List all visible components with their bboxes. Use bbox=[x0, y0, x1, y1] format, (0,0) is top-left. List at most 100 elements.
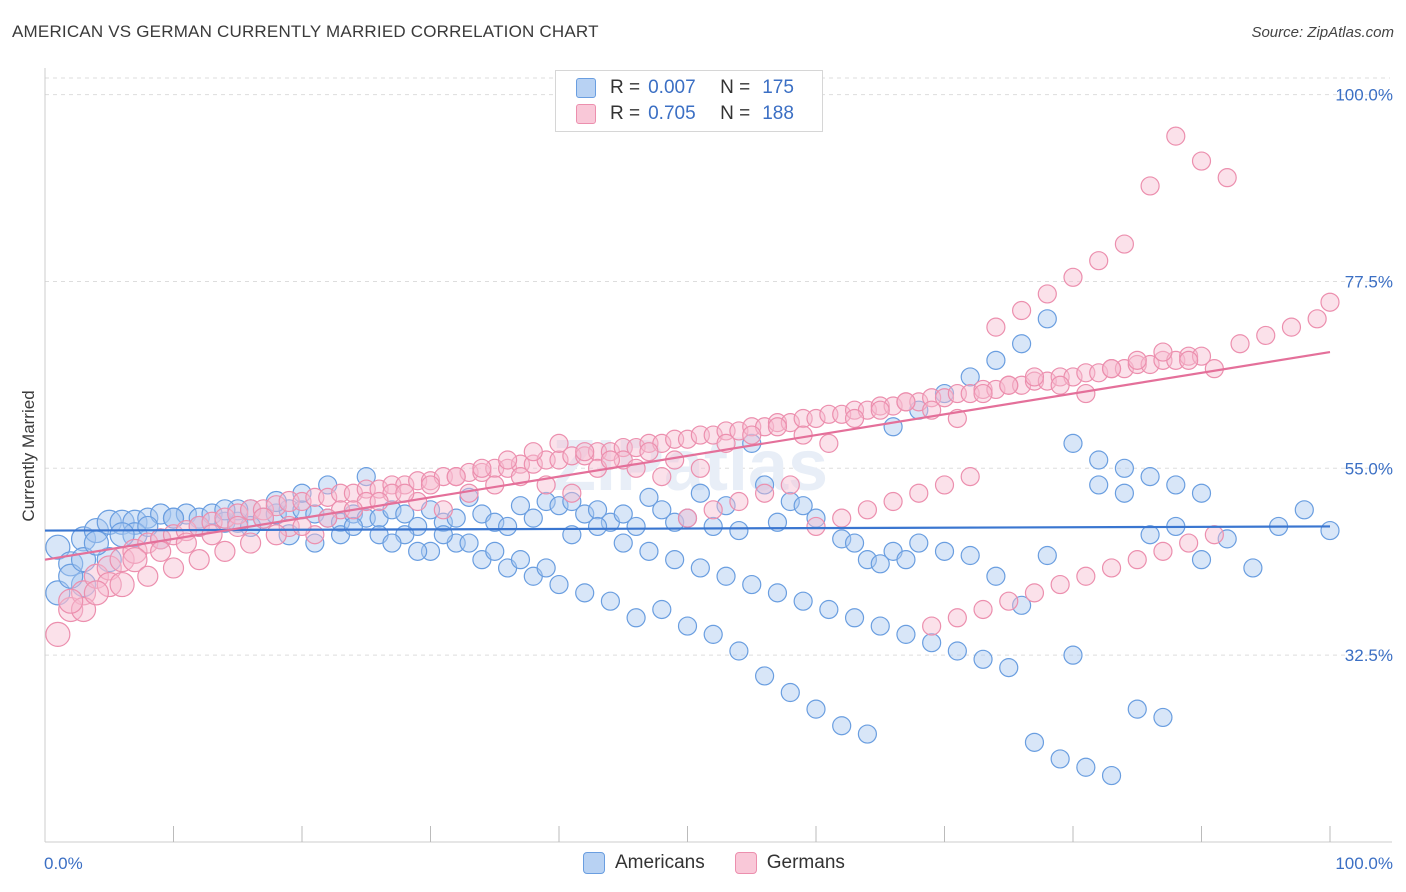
data-point bbox=[446, 467, 466, 487]
data-point bbox=[986, 566, 1006, 586]
data-point bbox=[703, 624, 723, 644]
axes bbox=[44, 68, 1392, 843]
data-point bbox=[1127, 550, 1147, 570]
germans-legend-label: Germans bbox=[766, 852, 845, 873]
data-point bbox=[613, 504, 633, 524]
data-point bbox=[896, 550, 916, 570]
data-point bbox=[162, 507, 185, 529]
data-point bbox=[896, 392, 916, 412]
data-point bbox=[832, 508, 852, 528]
data-point bbox=[1230, 334, 1250, 354]
data-point bbox=[1281, 317, 1302, 337]
data-point bbox=[240, 499, 262, 521]
y-tick-label: 55.0% bbox=[1345, 459, 1393, 478]
data-point bbox=[1114, 483, 1135, 503]
data-point bbox=[1037, 284, 1057, 304]
legend-item-germans[interactable]: Germans bbox=[734, 852, 845, 874]
watermark: ZIPatlas bbox=[552, 426, 828, 506]
data-point bbox=[265, 503, 287, 525]
data-point bbox=[960, 467, 980, 487]
data-point bbox=[1294, 500, 1314, 520]
data-point bbox=[575, 446, 595, 466]
data-point bbox=[986, 317, 1006, 337]
data-point bbox=[677, 616, 698, 636]
data-point bbox=[767, 417, 788, 437]
data-point bbox=[934, 388, 955, 408]
data-point bbox=[883, 491, 903, 512]
data-point bbox=[523, 508, 543, 528]
data-point bbox=[1191, 151, 1212, 171]
data-point bbox=[767, 512, 788, 532]
legend-item-americans[interactable]: Americans bbox=[583, 852, 705, 874]
americans-legend-label: Americans bbox=[615, 852, 705, 873]
data-point bbox=[883, 396, 903, 416]
data-point bbox=[58, 563, 84, 589]
data-point bbox=[832, 529, 852, 549]
data-point bbox=[934, 541, 955, 561]
legend-r-value: 0.705 bbox=[648, 103, 696, 124]
stats-legend: R = 0.007 N = 175 R = 0.705 N = 188 bbox=[555, 70, 823, 132]
data-point bbox=[729, 520, 749, 541]
data-point bbox=[188, 507, 210, 529]
data-point bbox=[369, 491, 389, 512]
data-point bbox=[1204, 525, 1224, 545]
data-point bbox=[536, 558, 556, 578]
data-point bbox=[58, 588, 84, 614]
data-point bbox=[690, 558, 710, 578]
x-tick-label: 100.0% bbox=[1335, 854, 1393, 873]
data-point bbox=[485, 512, 505, 532]
data-point bbox=[562, 491, 582, 512]
svg-text:ZIPatlas: ZIPatlas bbox=[552, 426, 828, 506]
data-point bbox=[986, 379, 1006, 400]
data-point bbox=[498, 450, 518, 470]
data-point bbox=[214, 507, 236, 529]
data-point bbox=[1114, 458, 1135, 478]
data-point bbox=[1011, 595, 1032, 615]
data-point bbox=[1101, 765, 1122, 786]
data-point bbox=[729, 421, 749, 441]
data-point bbox=[973, 649, 993, 669]
data-point bbox=[1217, 529, 1237, 549]
data-point bbox=[1140, 467, 1160, 487]
data-point bbox=[652, 599, 672, 620]
data-point bbox=[754, 475, 775, 495]
data-point bbox=[742, 574, 762, 595]
data-point bbox=[857, 550, 878, 570]
data-point bbox=[70, 596, 97, 623]
data-point bbox=[716, 566, 736, 586]
data-point bbox=[1076, 757, 1096, 777]
data-point bbox=[742, 425, 762, 445]
data-point bbox=[1037, 371, 1057, 391]
data-point bbox=[729, 491, 749, 512]
data-point bbox=[844, 608, 865, 628]
data-point bbox=[1320, 292, 1340, 312]
data-point bbox=[292, 491, 312, 512]
data-point bbox=[1140, 354, 1160, 375]
data-point bbox=[999, 375, 1019, 395]
data-point bbox=[1024, 583, 1045, 603]
data-point bbox=[626, 516, 646, 537]
data-point bbox=[960, 367, 980, 387]
data-point bbox=[137, 515, 159, 538]
data-point bbox=[639, 487, 659, 507]
data-point bbox=[549, 496, 569, 516]
data-point bbox=[1089, 363, 1109, 383]
data-point bbox=[870, 554, 890, 574]
data-point bbox=[175, 503, 197, 525]
data-point bbox=[420, 471, 441, 491]
data-point bbox=[70, 571, 97, 598]
y-tick-label: 100.0% bbox=[1335, 86, 1393, 105]
data-point bbox=[1011, 300, 1032, 321]
y-tick-label: 77.5% bbox=[1345, 272, 1393, 291]
data-point bbox=[96, 571, 122, 598]
data-point bbox=[305, 533, 325, 553]
data-point bbox=[1140, 176, 1160, 196]
germans-legend-swatch bbox=[734, 852, 757, 874]
data-point bbox=[420, 475, 441, 495]
data-point bbox=[122, 547, 148, 573]
data-point bbox=[1191, 483, 1212, 503]
data-point bbox=[58, 596, 84, 623]
data-point bbox=[806, 699, 826, 719]
data-point bbox=[626, 608, 646, 628]
data-point bbox=[690, 483, 710, 503]
